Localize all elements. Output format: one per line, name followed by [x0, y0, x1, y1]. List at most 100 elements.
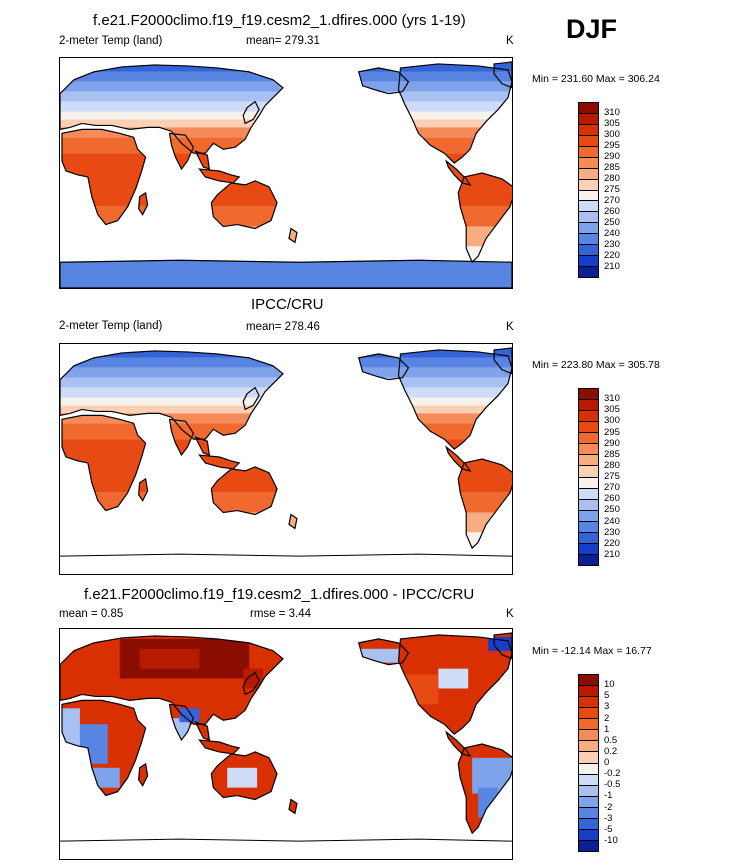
coastline-greenland	[493, 61, 512, 89]
colorbar-swatch	[579, 840, 598, 851]
colorbar-swatch	[579, 730, 598, 742]
panel-1-title: f.e21.F2000climo.f19_f19.cesm2_1.dfires.…	[93, 12, 466, 29]
coastline-india	[168, 703, 195, 742]
coastline-centralam	[445, 159, 472, 186]
colorbar-swatch	[579, 146, 598, 158]
season-label: DJF	[566, 14, 618, 44]
colorbar-swatch	[579, 554, 598, 565]
panel-3-map	[59, 628, 513, 860]
colorbar-tick-label: 275	[604, 471, 620, 482]
panel-1-map	[59, 57, 513, 289]
colorbar-tick-label: 280	[604, 173, 620, 184]
coastline-antarctica	[60, 259, 512, 288]
panel-1-unit: K	[506, 35, 514, 47]
coastline-australia	[210, 180, 278, 230]
colorbar-tick-label: 310	[604, 107, 620, 118]
panel-2-unit: K	[506, 321, 514, 333]
coastline-seasia	[194, 436, 211, 456]
colorbar-swatch	[579, 113, 598, 125]
colorbar-tick-label: 0	[604, 757, 610, 768]
coastline-greenland	[493, 347, 512, 375]
panel-3-colorbar	[578, 674, 599, 852]
coastline-southam	[457, 172, 512, 264]
temperature-band	[60, 111, 512, 120]
colorbar-swatch	[579, 466, 598, 478]
diff-patch-warm	[398, 674, 439, 705]
coastline-southam	[457, 458, 512, 550]
colorbar-tick-label: 300	[604, 129, 620, 140]
land-field	[60, 632, 512, 834]
colorbar-tick-label: 240	[604, 228, 620, 239]
diff-patch-cool	[358, 648, 399, 663]
colorbar-swatch	[579, 521, 598, 533]
colorbar-tick-label: 290	[604, 151, 620, 162]
colorbar-tick-label: 290	[604, 437, 620, 449]
colorbar-tick-label: -0.2	[604, 768, 621, 780]
land-field	[60, 347, 512, 549]
panel-1-min-max: Min = 231.60 Max = 306.24	[532, 73, 660, 85]
colorbar-swatch	[579, 103, 598, 114]
colorbar-swatch	[579, 124, 598, 136]
temperature-band	[60, 91, 512, 102]
colorbar-tick-label: 240	[604, 515, 620, 527]
colorbar-swatch	[579, 763, 598, 775]
coastline-indonesia	[198, 454, 241, 470]
colorbar-tick-label: 230	[604, 239, 620, 250]
temperature-band	[60, 153, 512, 207]
colorbar-swatch	[579, 267, 598, 277]
diff-patch-cool	[179, 708, 200, 723]
colorbar-swatch	[579, 499, 598, 511]
colorbar-tick-label: 270	[604, 482, 620, 494]
colorbar-tick-label: 275	[604, 184, 620, 195]
coastline-indonesia	[198, 739, 241, 755]
panel-1-variable-label: 2-meter Temp (land)	[59, 35, 163, 47]
panel-2-min-max: Min = 223.80 Max = 305.78	[532, 359, 660, 371]
temperature-band	[60, 397, 512, 406]
colorbar-swatch	[579, 256, 598, 268]
colorbar-tick-label: 300	[604, 415, 620, 427]
colorbar-tick-label: 0.5	[604, 734, 618, 746]
colorbar-tick-label: 305	[604, 118, 620, 129]
colorbar-swatch	[579, 510, 598, 522]
colorbar-tick-label: 270	[604, 195, 620, 206]
temperature-band	[60, 347, 512, 358]
colorbar-tick-label: 285	[604, 162, 620, 173]
colorbar-swatch	[579, 201, 598, 213]
coastline-alaska	[357, 67, 410, 95]
colorbar-swatch	[579, 719, 598, 731]
panel-3-unit: K	[506, 608, 514, 620]
diff-patch-cool	[478, 787, 499, 818]
colorbar-swatch	[579, 190, 598, 202]
colorbar-tick-label: 280	[604, 459, 620, 471]
colorbar-swatch	[579, 168, 598, 180]
coastline-madagascar	[138, 191, 149, 216]
coastline-alaska	[357, 638, 410, 666]
colorbar-tick-label: -0.5	[604, 779, 621, 791]
colorbar-swatch	[579, 697, 598, 709]
colorbar-tick-label: 10	[604, 679, 615, 691]
colorbar-swatch	[579, 543, 598, 555]
colorbar-swatch	[579, 752, 598, 764]
temperature-band	[60, 387, 512, 398]
temperature-band	[60, 377, 512, 388]
panel-2-variable-label: 2-meter Temp (land)	[59, 320, 163, 332]
colorbar-tick-label: 5	[604, 690, 610, 702]
temperature-band	[60, 226, 512, 247]
colorbar-tick-label: 260	[604, 493, 620, 505]
colorbar-swatch	[579, 389, 598, 401]
colorbar-tick-label: 220	[604, 250, 620, 261]
coastline-japan	[242, 671, 260, 696]
coastline-indonesia	[198, 168, 241, 184]
temperature-band	[60, 137, 512, 154]
colorbar-swatch	[579, 444, 598, 456]
diff-patch-cool	[227, 767, 258, 788]
panel-2-mean-label: mean= 278.46	[246, 321, 320, 333]
temperature-band	[60, 71, 512, 82]
colorbar-swatch	[579, 796, 598, 808]
coastline-antarctica	[60, 838, 512, 842]
colorbar-tick-label: 0.2	[604, 745, 618, 757]
temperature-band	[60, 512, 512, 533]
diff-patch-cool	[89, 767, 120, 788]
colorbar-swatch	[579, 135, 598, 147]
temperature-band	[60, 546, 512, 549]
